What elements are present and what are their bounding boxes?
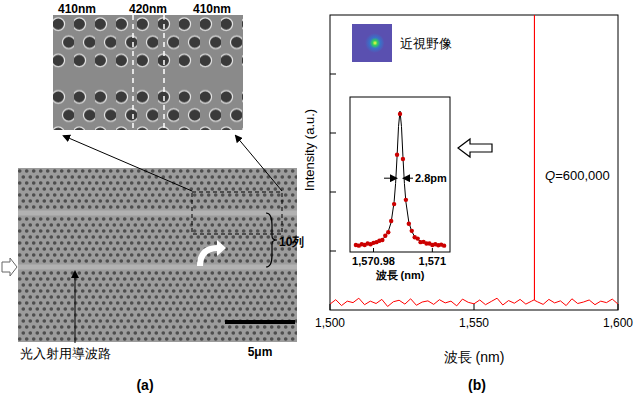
x-tick [330, 304, 331, 310]
inset-x-tick-label: 1,571 [419, 255, 447, 267]
waveguide-label: 光入射用導波路 [20, 346, 111, 361]
dash-line [132, 15, 134, 130]
data-point [415, 236, 419, 240]
inset-x-tick [373, 248, 374, 252]
rows-label: 10列 [279, 235, 304, 249]
line-defect [53, 71, 243, 86]
near-field-image [352, 24, 392, 62]
plot-frame [330, 15, 618, 310]
input-arrow [2, 258, 17, 276]
inset-x-tick [432, 248, 433, 252]
inset-x-tick-label: 1,570.98 [352, 255, 395, 267]
q-label: Q=600,000 [545, 168, 610, 183]
data-point [442, 243, 446, 247]
data-point [401, 157, 405, 161]
brace [266, 213, 277, 267]
data-point [386, 230, 390, 234]
y-tick [330, 74, 336, 75]
sem-image [18, 168, 297, 342]
spectrum-line [330, 15, 618, 306]
inset-arrow [458, 139, 492, 157]
y-tick [330, 192, 336, 193]
x-tick-label: 1,500 [315, 316, 345, 330]
panel-label: (a) [136, 377, 153, 393]
zoom-arrow [236, 136, 282, 191]
coupling-arrow-head [217, 240, 226, 256]
dimension-label: 410nm [193, 2, 231, 16]
zoom-arrow [64, 136, 192, 191]
near-field-label: 近視野像 [400, 36, 452, 51]
sem-zoom [53, 15, 243, 130]
q-value: =600,000 [555, 168, 610, 183]
inset-area [354, 111, 447, 248]
data-point [404, 198, 408, 202]
data-point [383, 234, 387, 238]
dash-line [163, 15, 165, 130]
fwhm-arrow [384, 178, 396, 179]
panel-label: (b) [468, 377, 486, 393]
x-tick-label: 1,550 [459, 316, 489, 330]
data-point [410, 229, 414, 233]
inset-x-title: 波長 (nm) [375, 269, 425, 281]
fwhm-label: 2.8pm [415, 172, 447, 184]
data-point [407, 222, 411, 226]
input-waveguide [18, 265, 297, 270]
cavity-waveguide [18, 211, 297, 216]
q-symbol: Q [545, 168, 555, 183]
fwhm-arrow [404, 178, 413, 179]
data-point [395, 153, 399, 157]
inset-frame [350, 97, 450, 252]
near-field-spot [364, 33, 384, 53]
waveguide-pointer [75, 272, 76, 343]
data-point [398, 112, 402, 116]
x-tick [618, 304, 619, 310]
y-axis-title: Intensity (a.u.) [302, 109, 317, 191]
x-tick [474, 304, 475, 310]
figure: 410nm 420nm 410nm 10列 5μm 光入射用導波路 (a) 1,500 1,55… [0, 0, 643, 399]
data-point [392, 202, 396, 206]
dimension-label: 410nm [58, 2, 96, 16]
data-point [380, 238, 384, 242]
plot-area [330, 15, 618, 306]
y-tick [330, 251, 336, 252]
coupling-arrow [200, 248, 218, 266]
scale-bar [225, 320, 295, 324]
x-axis-title: 波長 (nm) [444, 349, 505, 365]
data-point [389, 219, 393, 223]
dimension-label: 420nm [129, 2, 167, 16]
scale-label: 5μm [248, 345, 273, 359]
y-tick [330, 133, 336, 134]
x-tick-label: 1,600 [603, 316, 633, 330]
